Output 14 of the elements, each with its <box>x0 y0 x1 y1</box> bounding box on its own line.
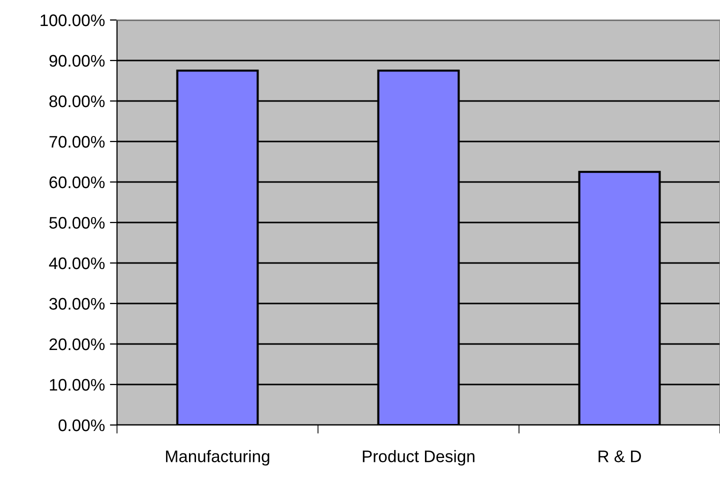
y-tick-label: 100.00% <box>40 14 105 26</box>
y-tick-label: 70.00% <box>50 136 105 148</box>
x-tick-label: Product Design <box>362 450 474 466</box>
y-tick-label: 20.00% <box>50 338 105 350</box>
y-tick-label: 50.00% <box>49 216 105 229</box>
y-tick-label: 90.00% <box>49 54 105 67</box>
y-tick-label: 60.00% <box>50 176 105 188</box>
y-tick-label: 40.00% <box>49 257 105 270</box>
y-tick-label: 30.00% <box>49 298 105 310</box>
x-tick-label: R & D <box>598 450 641 462</box>
y-tick-label: 80.00% <box>49 95 105 108</box>
y-tick-label: 0.00% <box>58 419 105 432</box>
x-tick-label: Manufacturing <box>166 450 270 466</box>
y-tick-label: 10.00% <box>50 378 105 391</box>
